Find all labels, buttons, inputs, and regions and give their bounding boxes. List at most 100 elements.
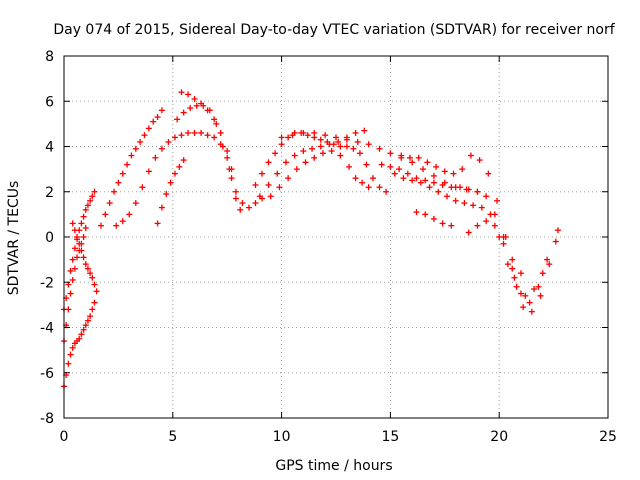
x-tick-label: 5 <box>168 429 177 445</box>
y-axis-label: SDTVAR / TECUs <box>6 181 22 296</box>
data-point <box>193 102 200 109</box>
data-point <box>245 204 252 211</box>
data-point <box>300 129 307 136</box>
data-point <box>513 283 520 290</box>
data-point <box>285 134 292 141</box>
data-point <box>82 261 89 268</box>
series-track-g <box>154 157 187 227</box>
data-point <box>415 154 422 161</box>
data-point <box>80 213 87 220</box>
data-point <box>239 200 246 207</box>
x-tick-label: 25 <box>599 429 617 445</box>
data-point <box>204 132 211 139</box>
y-tick-label: 4 <box>45 140 54 156</box>
data-point <box>174 116 181 123</box>
data-point <box>343 143 350 150</box>
data-point <box>154 220 161 227</box>
data-point <box>491 222 498 229</box>
data-point <box>483 193 490 200</box>
data-point <box>291 152 298 159</box>
data-point <box>87 197 94 204</box>
data-point <box>537 292 544 299</box>
y-tick-label: -8 <box>40 411 54 427</box>
data-point <box>322 132 329 139</box>
data-point <box>67 290 74 297</box>
y-tick-label: 0 <box>45 230 54 246</box>
data-point <box>439 181 446 188</box>
data-point <box>317 143 324 150</box>
data-point <box>531 286 538 293</box>
data-point <box>337 152 344 159</box>
data-point <box>93 288 100 295</box>
data-point <box>80 234 87 240</box>
data-point <box>448 222 455 229</box>
data-point <box>422 177 429 184</box>
data-point <box>152 154 159 161</box>
data-point <box>213 120 220 127</box>
data-point <box>74 254 81 261</box>
data-point <box>476 157 483 164</box>
data-point <box>71 265 78 272</box>
data-point <box>319 150 326 157</box>
data-point <box>448 184 455 191</box>
data-point <box>544 256 551 263</box>
data-point <box>106 200 113 207</box>
data-point <box>145 168 152 175</box>
series-track-b <box>61 224 89 345</box>
data-point <box>178 132 185 139</box>
data-point <box>237 206 244 213</box>
data-point <box>252 181 259 188</box>
data-point <box>478 204 485 211</box>
data-point <box>424 159 431 166</box>
data-point <box>171 170 178 177</box>
data-point <box>89 306 96 313</box>
series-track-e <box>97 107 165 229</box>
data-point <box>198 129 205 136</box>
data-point <box>465 229 472 236</box>
data-point <box>139 184 146 191</box>
x-tick-label: 0 <box>60 429 69 445</box>
data-point <box>383 188 390 195</box>
data-point <box>82 224 89 231</box>
data-point <box>333 134 339 141</box>
x-axis-label: GPS time / hours <box>275 458 392 474</box>
data-point <box>285 175 292 182</box>
series-track-o <box>391 170 546 299</box>
y-tick-labels: -8 -6 -4 -2 0 2 4 6 8 <box>40 49 54 427</box>
data-point <box>276 184 283 191</box>
data-point <box>443 193 450 200</box>
data-point <box>522 292 529 299</box>
data-point <box>426 184 433 191</box>
data-point <box>300 148 307 155</box>
data-point <box>352 129 359 136</box>
data-point <box>520 304 527 311</box>
data-point <box>356 150 363 157</box>
data-point <box>102 211 109 218</box>
data-point <box>132 145 139 152</box>
data-point <box>217 129 224 136</box>
data-point <box>376 145 383 152</box>
y-tick-label: -4 <box>40 321 54 337</box>
data-point <box>111 188 118 195</box>
data-point <box>406 154 413 161</box>
data-point <box>552 238 559 245</box>
series-track-h <box>174 102 266 211</box>
data-point <box>470 202 477 209</box>
data-point <box>509 256 516 263</box>
data-point <box>369 175 376 182</box>
data-point <box>265 159 272 166</box>
data-point <box>387 163 394 170</box>
data-point <box>180 109 187 116</box>
data-point <box>504 261 511 268</box>
data-point <box>337 143 344 150</box>
data-point <box>137 138 144 145</box>
data-point <box>158 204 165 211</box>
data-point <box>433 163 440 170</box>
data-point <box>417 179 424 186</box>
data-point <box>228 175 235 182</box>
data-point <box>450 170 457 177</box>
data-point <box>178 89 185 96</box>
data-point <box>176 163 183 170</box>
data-point <box>267 193 274 200</box>
